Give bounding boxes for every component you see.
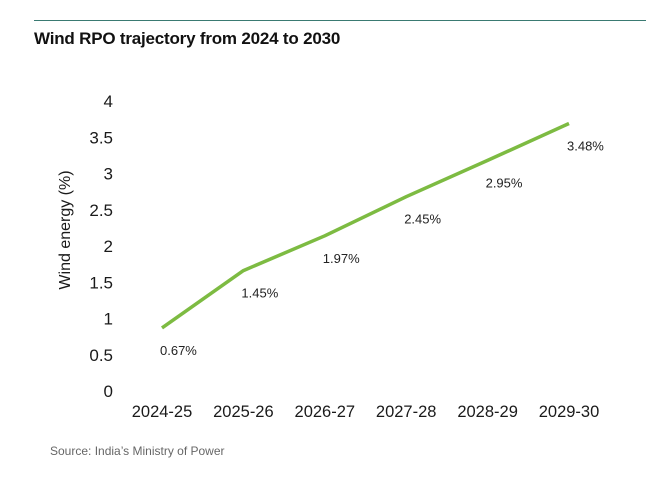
y-tick-label: 3.5 [89, 128, 113, 147]
data-label: 2.45% [404, 212, 441, 227]
x-tick-label: 2028-29 [457, 403, 518, 421]
data-label: 1.45% [241, 286, 278, 301]
top-rule [34, 20, 646, 21]
x-tick-label: 2029-30 [539, 403, 600, 421]
x-tick-label: 2026-27 [295, 403, 356, 421]
y-tick-label: 1 [104, 310, 113, 329]
x-tick-label: 2024-25 [132, 403, 193, 421]
data-label: 1.97% [323, 251, 360, 266]
x-axis-ticks: 2024-25 2025-26 2026-27 2027-28 2028-29 2029-… [132, 403, 600, 421]
y-tick-label: 0.5 [89, 346, 113, 365]
y-tick-label: 0 [104, 382, 113, 401]
y-tick-label: 2 [104, 237, 113, 256]
y-tick-label: 4 [104, 92, 113, 111]
x-tick-label: 2027-28 [376, 403, 437, 421]
y-tick-label: 1.5 [89, 273, 113, 292]
data-label: 3.48% [567, 138, 604, 153]
series-group [160, 121, 570, 330]
series-line [160, 121, 570, 330]
x-tick-label: 2025-26 [213, 403, 274, 421]
chart-title: Wind RPO trajectory from 2024 to 2030 [34, 29, 341, 48]
data-label: 0.67% [160, 343, 197, 358]
y-tick-label: 2.5 [89, 201, 113, 220]
data-labels: 0.67% 1.45% 1.97% 2.45% 2.95% 3.48% [160, 138, 604, 357]
y-tick-label: 3 [104, 165, 113, 184]
y-axis-label: Wind energy (%) [57, 170, 74, 289]
data-label: 2.95% [486, 175, 523, 190]
y-axis-ticks: 0 0.5 1 1.5 2 2.5 3 3.5 4 [89, 92, 113, 401]
source-note: Source: India’s Ministry of Power [50, 444, 225, 458]
